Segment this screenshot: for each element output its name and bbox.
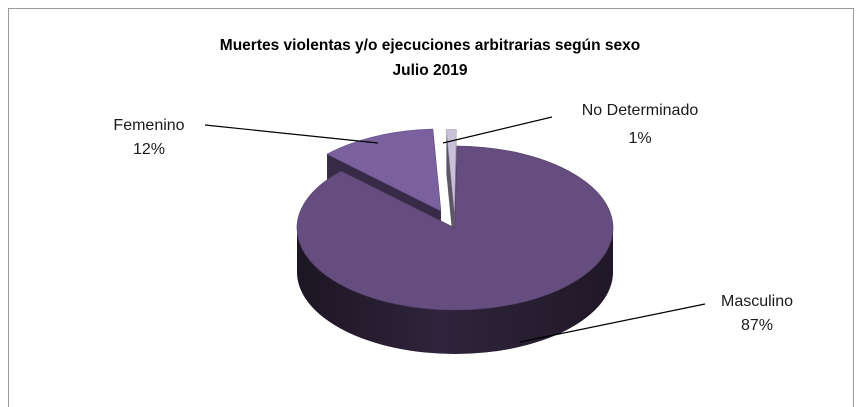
slice-top — [296, 145, 614, 311]
leader-line-no-determinado — [442, 116, 553, 144]
slice-name-masculino: Masculino — [721, 293, 793, 310]
slice-value-femenino: 12% — [133, 141, 165, 158]
slice-side-shade — [297, 228, 613, 354]
leader-line-masculino — [519, 303, 706, 343]
chart-frame — [8, 8, 854, 407]
slice-top — [446, 129, 457, 212]
slice-wall — [446, 129, 455, 256]
leader-line-femenino — [204, 124, 379, 144]
slice-top — [326, 128, 442, 212]
pie-slice-no-determinado — [446, 129, 457, 256]
chart-subtitle: Julio 2019 — [393, 62, 468, 79]
slice-name-no-determinado: No Determinado — [582, 102, 699, 119]
chart-title: Muertes violentas y/o ejecuciones arbitr… — [220, 37, 640, 54]
pie-slice-masculino — [296, 145, 614, 354]
slice-value-no-determinado: 1% — [628, 130, 651, 147]
slice-name-femenino: Femenino — [113, 117, 184, 134]
slice-value-masculino: 87% — [741, 317, 773, 334]
